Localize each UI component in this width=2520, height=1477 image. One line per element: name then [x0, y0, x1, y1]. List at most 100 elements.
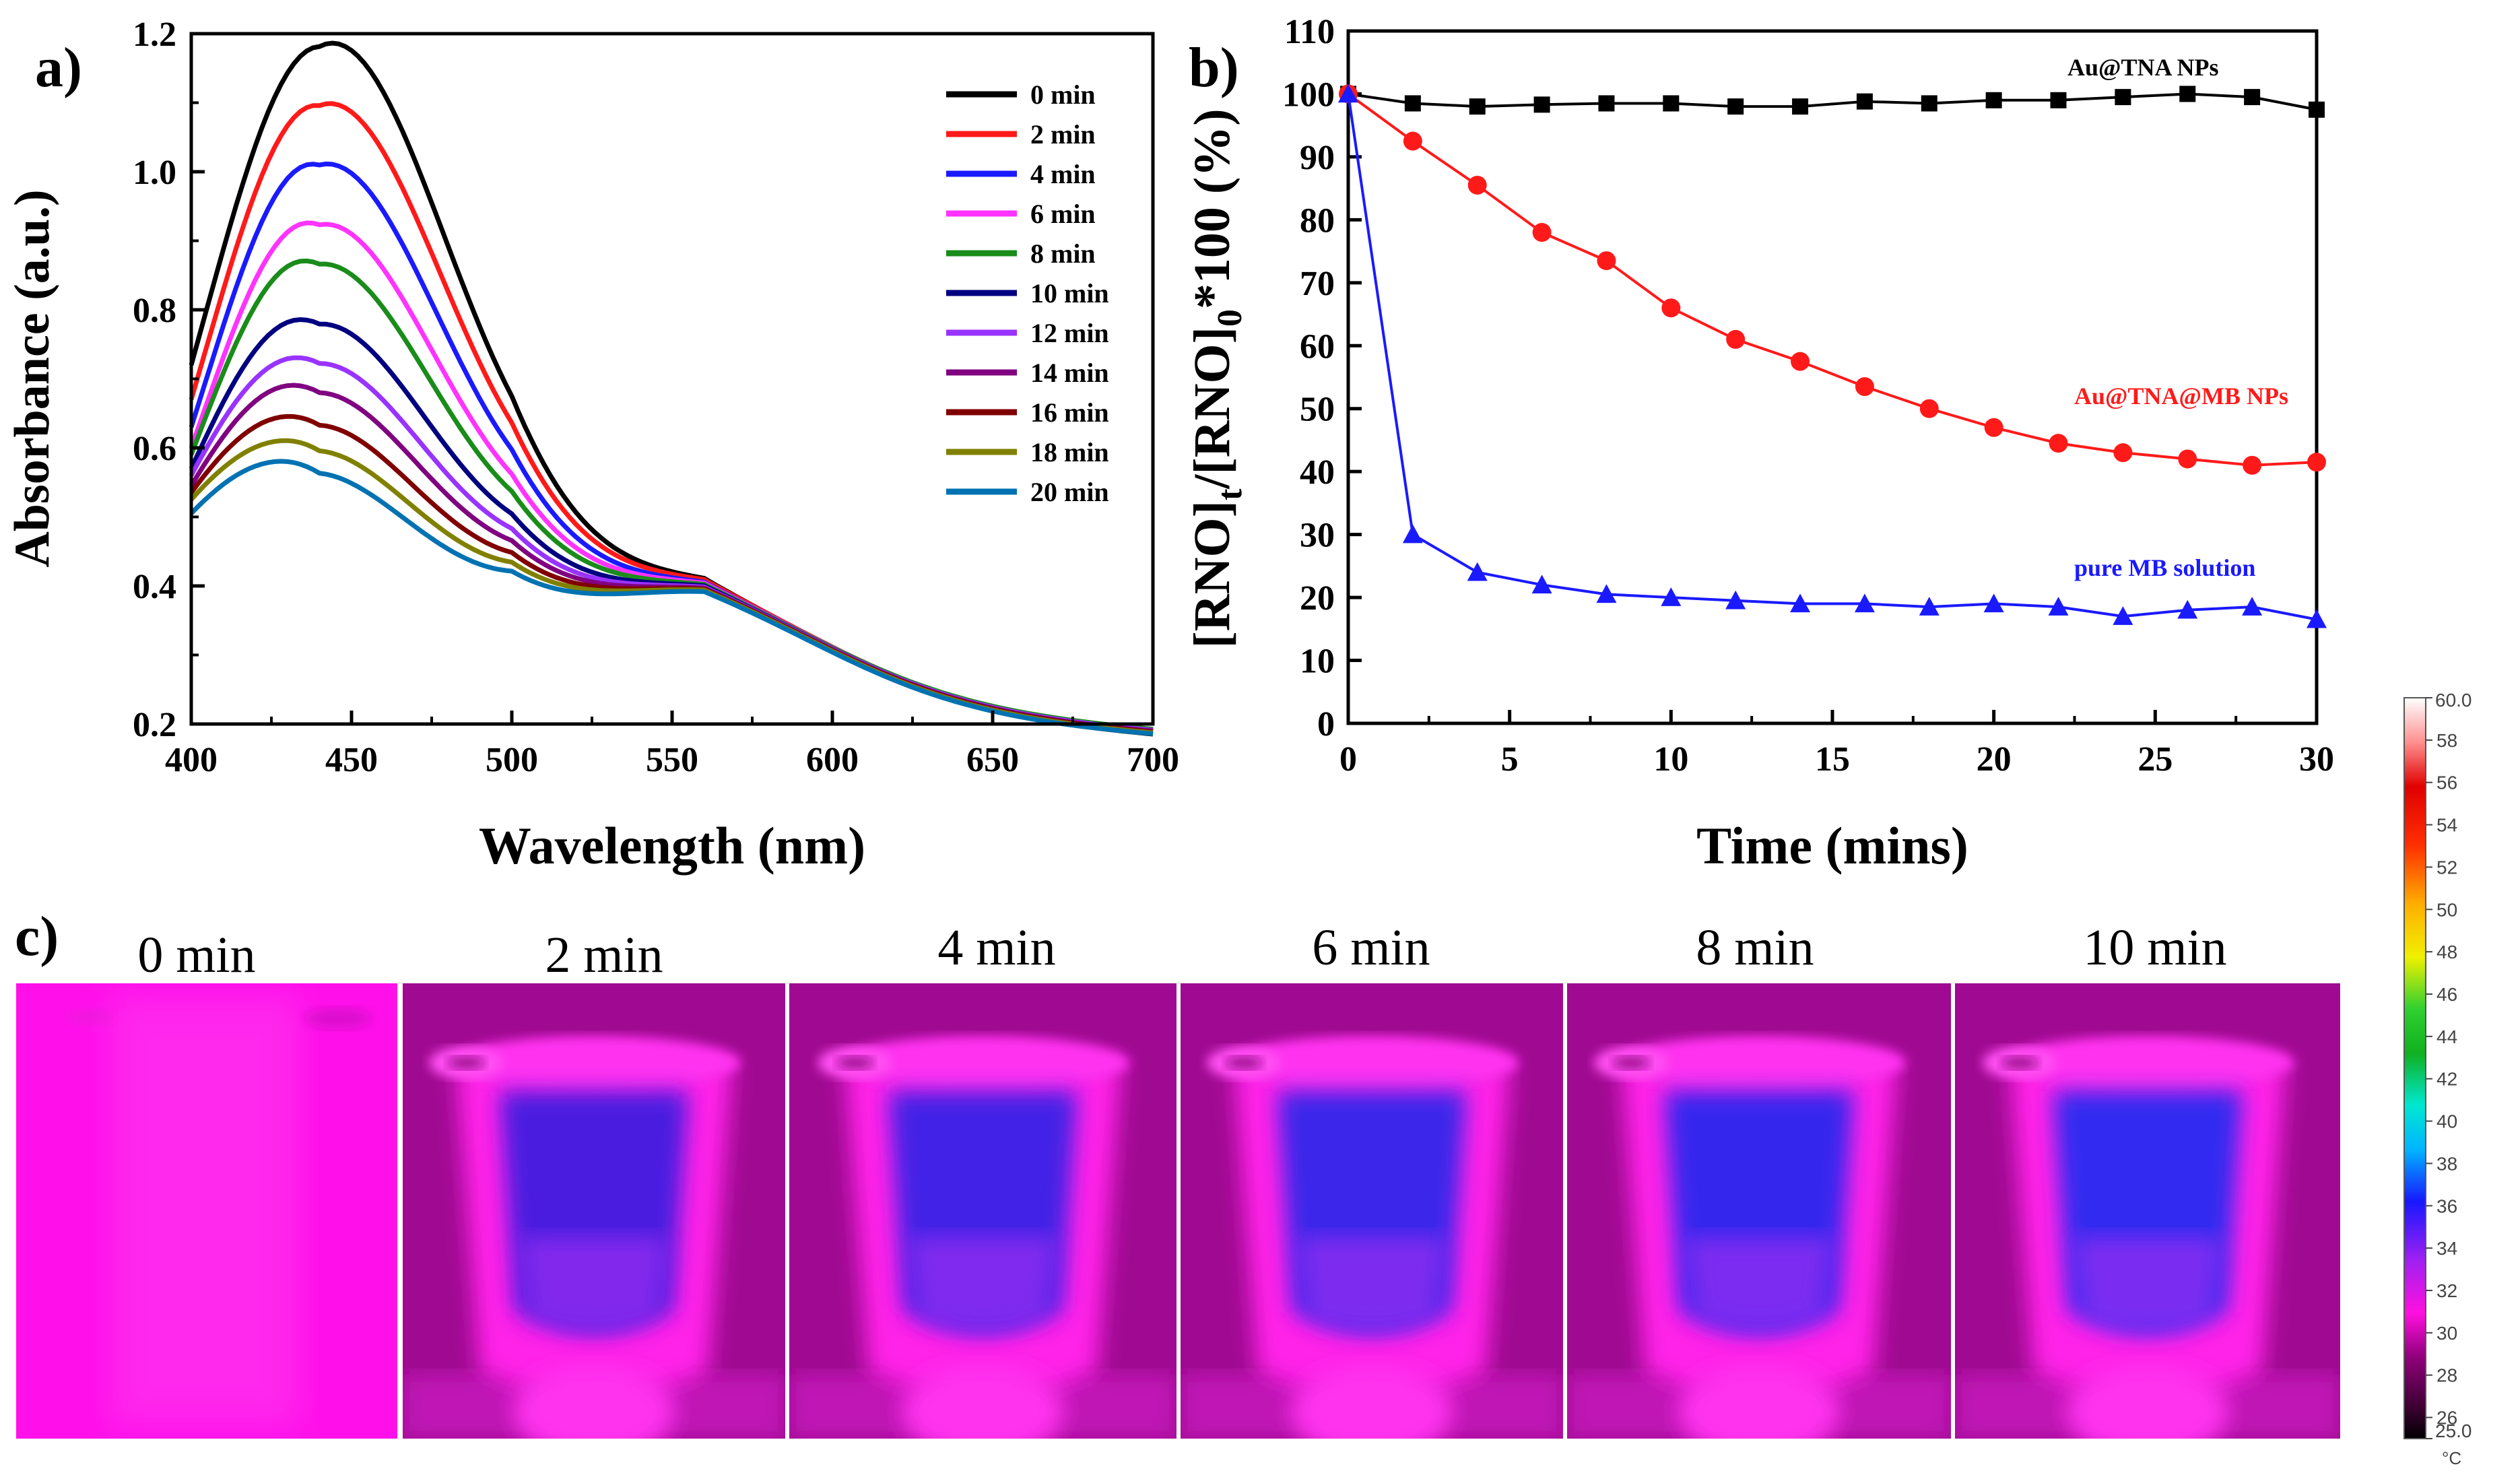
- data-point-triangle: [1919, 597, 1939, 616]
- data-point-square: [1985, 92, 2002, 108]
- tube-bottom-glow: [1291, 1365, 1453, 1439]
- spectrum-line: [189, 459, 1154, 736]
- data-point-square: [1598, 95, 1615, 112]
- y-tick-label: 100: [1282, 75, 1335, 114]
- data-point-circle: [1791, 352, 1810, 371]
- legend-entry: 14 min: [1030, 358, 1109, 388]
- data-point-triangle: [1596, 584, 1617, 603]
- rno-decay-chart: 0 5 10 15 20 25 30 0 10 20 30 40 50 60 70 80 90 100 110 Au@…: [1184, 13, 2334, 875]
- data-point-square: [2244, 89, 2261, 106]
- tube-bottom-glow: [513, 1365, 675, 1439]
- colorbar-tick-label: 34: [2436, 1238, 2457, 1259]
- data-point-circle: [1984, 418, 2003, 437]
- data-point-triangle: [2242, 597, 2263, 616]
- legend-entry: 0 min: [1030, 79, 1096, 110]
- panel-b-label: b): [1189, 36, 1239, 99]
- y-tick-label: 30: [1300, 517, 1335, 555]
- colorbar-tick-label: 36: [2436, 1195, 2457, 1216]
- y-tick-label: 40: [1300, 453, 1335, 492]
- colorbar-tick-label: 52: [2436, 857, 2457, 878]
- spectrum-line: [189, 101, 1154, 733]
- thermal-frame: 0 min: [16, 927, 397, 1439]
- y-tick-label: 1.2: [133, 15, 176, 54]
- y-tick-label: 10: [1300, 643, 1335, 681]
- spectrum-line: [189, 40, 1154, 737]
- data-point-square: [2309, 101, 2325, 118]
- data-point-square: [2179, 86, 2196, 102]
- data-point-square: [1663, 95, 1680, 112]
- colorbar-tick-label: 40: [2436, 1111, 2457, 1132]
- x-tick-label: 10: [1653, 740, 1688, 779]
- data-point-triangle: [2307, 609, 2327, 628]
- legend-entry: 16 min: [1030, 397, 1109, 428]
- data-point-square: [1404, 95, 1421, 112]
- thermal-image-strip: 0 min 2 min 4 min 6 min 8 min 10 min: [16, 919, 2340, 1439]
- legend-entry: 18 min: [1030, 437, 1109, 467]
- y-tick-label: 0.2: [133, 706, 176, 744]
- panel-c-label: c): [15, 905, 59, 968]
- data-point-circle: [2049, 434, 2068, 453]
- data-point-triangle: [2177, 599, 2198, 619]
- series-line: [1348, 92, 2317, 111]
- x-tick-label: 25: [2137, 740, 2173, 779]
- data-point-triangle: [2048, 597, 2069, 616]
- x-tick-label: 600: [806, 741, 859, 779]
- plot-frame: [189, 32, 1155, 726]
- x-tick-label: 450: [325, 741, 378, 779]
- series-annotation: Au@TNA NPs: [2067, 54, 2219, 81]
- data-point-triangle: [1467, 562, 1488, 581]
- colorbar-tick-label: 54: [2436, 815, 2457, 836]
- data-point-triangle: [1725, 590, 1746, 610]
- tube-bottom-glow: [2067, 1365, 2228, 1439]
- colorbar-tick-label: 26: [2436, 1408, 2457, 1429]
- legend-entry: 12 min: [1030, 318, 1109, 348]
- frame-time-label: 10 min: [2083, 919, 2226, 976]
- x-tick-label: 550: [646, 741, 698, 779]
- data-point-square: [1856, 93, 1873, 110]
- legend-entry: 10 min: [1030, 278, 1109, 308]
- legend-entry: 4 min: [1030, 159, 1096, 189]
- data-point-triangle: [1983, 593, 2004, 613]
- faint-tube-shape: [110, 997, 299, 1425]
- data-point-circle: [1597, 251, 1616, 271]
- data-point-triangle: [1854, 593, 1875, 613]
- y-axis-label: Absorbance (a.u.): [5, 189, 60, 567]
- legend-entry: 2 min: [1030, 119, 1096, 150]
- x-tick-label: 500: [486, 741, 538, 779]
- series-annotation: Au@TNA@MB NPs: [2074, 383, 2288, 409]
- thermal-frame: 2 min: [403, 927, 785, 1439]
- data-point-square: [1792, 98, 1809, 115]
- thermal-frame: 10 min: [1955, 919, 2340, 1439]
- data-point-circle: [1726, 329, 1746, 349]
- y-tick-label: 80: [1300, 201, 1335, 240]
- tube-rim: [2001, 1036, 2294, 1090]
- plot-frame: [1346, 29, 2319, 725]
- y-tick-label: 110: [1284, 13, 1335, 51]
- colorbar-tick-label: 56: [2436, 773, 2457, 793]
- data-point-square: [1727, 98, 1744, 115]
- legend-entry: 6 min: [1030, 199, 1096, 229]
- data-point-circle: [1403, 131, 1422, 151]
- x-tick-label: 0: [1339, 740, 1357, 779]
- frame-time-label: 8 min: [1696, 919, 1814, 976]
- data-point-circle: [1919, 399, 1939, 418]
- tube-rim: [1612, 1036, 1906, 1090]
- frame-time-label: 0 min: [137, 927, 255, 983]
- legend-entry: 8 min: [1030, 238, 1096, 269]
- data-point-circle: [2178, 449, 2197, 469]
- y-axis-label: [RNO]t/[RNO]0*100 (%): [1184, 108, 1249, 648]
- colorbar-tick-label: 38: [2436, 1153, 2457, 1174]
- colorbar-tick-label: 30: [2436, 1323, 2457, 1344]
- thermal-frame: 6 min: [1181, 919, 1563, 1439]
- y-tick-label: 60: [1300, 327, 1335, 366]
- y-tick-label: 0.6: [133, 430, 176, 468]
- y-tick-label: 0: [1317, 705, 1335, 744]
- spectrum-line: [189, 383, 1154, 733]
- colorbar-tick-label: 42: [2436, 1069, 2457, 1090]
- x-tick-label: 15: [1815, 740, 1850, 779]
- frame-time-label: 6 min: [1312, 919, 1430, 976]
- spectrum-line: [189, 317, 1154, 733]
- data-point-square: [1921, 95, 1937, 112]
- data-point-triangle: [1790, 593, 1811, 613]
- series-line: [1347, 92, 2317, 467]
